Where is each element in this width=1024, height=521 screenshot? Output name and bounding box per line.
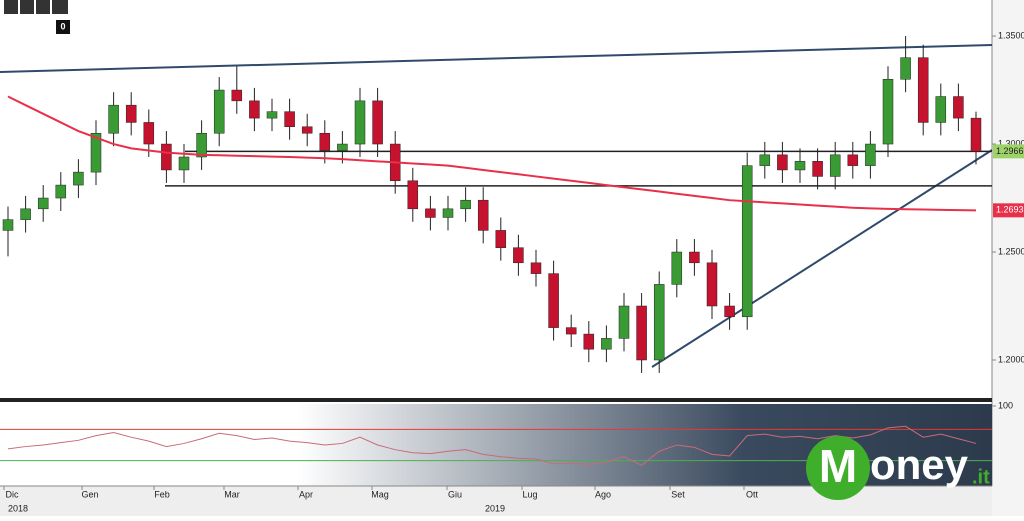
y-tick-label: 1.2500: [998, 246, 1024, 256]
x-tick-label: Lug: [522, 489, 537, 499]
candle-body: [108, 104, 119, 134]
candle-body: [319, 132, 331, 151]
candle-body: [583, 333, 595, 350]
candle-body: [372, 100, 383, 145]
candle-body: [882, 79, 894, 145]
candle-body: [90, 132, 102, 173]
x-tick-label: Mar: [224, 489, 240, 499]
candle-body: [20, 208, 31, 220]
candle-body: [460, 199, 471, 210]
x-tick-label: Mag: [371, 489, 389, 499]
candle-body: [284, 111, 295, 128]
candle-body: [73, 171, 84, 186]
candle-body: [337, 143, 348, 151]
candle-body: [794, 161, 806, 171]
trendline: [0, 44, 993, 73]
candle-body: [618, 305, 630, 339]
candle-body: [266, 111, 278, 119]
y-tick-label: 1.2000: [998, 354, 1024, 364]
candle-body: [865, 143, 876, 166]
candle-body: [407, 180, 419, 210]
candle-body: [231, 89, 243, 102]
rsi-tick-label: 100: [998, 400, 1013, 410]
candle-body: [442, 208, 454, 218]
candle-body: [653, 284, 665, 361]
moving-average: [7, 95, 977, 212]
candle-body: [812, 161, 823, 177]
candle-body: [917, 57, 929, 123]
x-tick-label: Set: [671, 489, 685, 499]
candle-body: [495, 230, 507, 248]
ma-tag: [993, 203, 1024, 218]
candle-body: [161, 143, 172, 171]
candle-body: [143, 122, 155, 145]
candle-body: [425, 208, 436, 218]
candle-body: [601, 338, 612, 350]
x-tick-label: Feb: [154, 489, 170, 499]
candle-body: [953, 96, 964, 119]
year-label: 2019: [485, 503, 505, 513]
rsi-line: [7, 425, 977, 466]
counter-box: [56, 20, 70, 34]
candle-body: [741, 165, 753, 318]
candle-body: [636, 305, 647, 361]
y-axis-area: [992, 0, 1024, 516]
logo-suffix: .it: [972, 466, 990, 488]
candle-body: [847, 154, 859, 166]
toolbar: 0: [4, 0, 70, 34]
logo-letter: M: [819, 440, 857, 492]
candle-body: [671, 251, 683, 285]
candle-body: [213, 89, 225, 134]
candle-body: [706, 262, 718, 307]
candle-body: [829, 154, 841, 177]
candle-body: [900, 57, 911, 80]
plot-area: [0, 0, 992, 398]
tool-button[interactable]: [20, 0, 34, 14]
x-tick-label: Gen: [81, 489, 98, 499]
candle-body: [548, 273, 559, 328]
price-label: 1.2966: [996, 146, 1024, 156]
x-tick-label: Giu: [448, 489, 462, 499]
candle-body: [2, 219, 14, 231]
candle-body: [530, 262, 542, 274]
counter: 0: [60, 21, 65, 31]
candle-body: [970, 117, 982, 152]
candle-body: [477, 199, 489, 231]
ma-label: 1.2693: [996, 205, 1024, 215]
price-tag: [993, 144, 1024, 159]
x-tick-label: Ott: [746, 489, 759, 499]
candle-body: [513, 247, 524, 264]
panel-divider: [0, 398, 992, 402]
logo-circle: [806, 436, 870, 500]
candle-body: [565, 327, 577, 335]
logo: M oney .it: [806, 436, 990, 500]
candle-body: [935, 96, 947, 123]
candle-body: [689, 251, 700, 264]
x-tick-label: Apr: [299, 489, 313, 499]
year-label: 2018: [8, 503, 28, 513]
candle-body: [55, 184, 67, 199]
candle-body: [759, 154, 771, 166]
candle-body: [196, 132, 207, 158]
x-tick-label: Dic: [6, 489, 19, 499]
candle-body: [178, 156, 190, 171]
tool-button[interactable]: [4, 0, 18, 14]
y-tick-label: 1.3500: [998, 30, 1024, 40]
candle-body: [724, 305, 735, 318]
y-tick-label: 1.3000: [998, 138, 1024, 148]
candle-body: [249, 100, 260, 119]
tool-button[interactable]: [52, 0, 68, 14]
tool-button[interactable]: [36, 0, 50, 14]
candle-body: [301, 126, 313, 134]
candle-body: [125, 104, 137, 123]
logo-text: oney: [870, 441, 969, 488]
x-tick-label: Ago: [595, 489, 611, 499]
candle-body: [777, 154, 788, 171]
candle-body: [37, 197, 49, 210]
candle-body: [354, 100, 366, 145]
